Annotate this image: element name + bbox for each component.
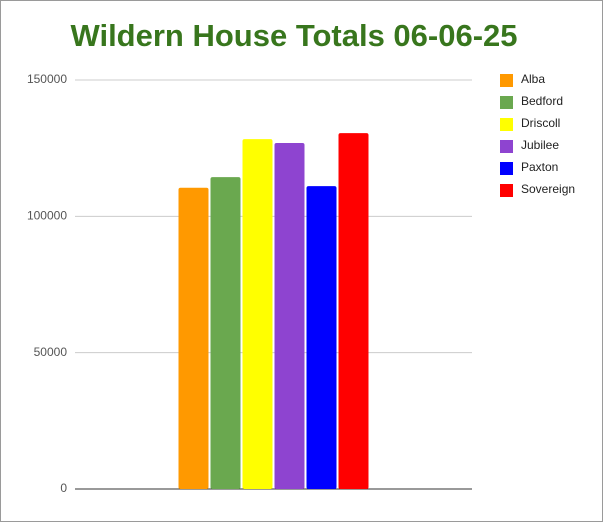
bar <box>242 139 273 489</box>
bar <box>306 186 337 490</box>
legend-label: Driscoll <box>521 116 560 130</box>
y-tick-label: 100000 <box>27 209 67 223</box>
legend-swatch <box>500 74 513 87</box>
legend-swatch <box>500 96 513 109</box>
bar <box>274 142 305 489</box>
legend-label: Sovereign <box>521 182 575 196</box>
legend-swatch <box>500 162 513 175</box>
chart-title: Wildern House Totals 06-06-25 <box>70 18 517 53</box>
y-tick-label: 50000 <box>34 345 68 359</box>
bar <box>338 133 369 490</box>
legend-label: Bedford <box>521 94 563 108</box>
bar <box>178 187 209 489</box>
legend-swatch <box>500 118 513 131</box>
legend-swatch <box>500 184 513 197</box>
bar <box>210 177 241 489</box>
y-tick-label: 0 <box>60 481 67 495</box>
legend-label: Jubilee <box>521 138 559 152</box>
legend-label: Alba <box>521 72 545 86</box>
legend-label: Paxton <box>521 160 558 174</box>
legend-swatch <box>500 140 513 153</box>
y-tick-label: 150000 <box>27 72 67 86</box>
